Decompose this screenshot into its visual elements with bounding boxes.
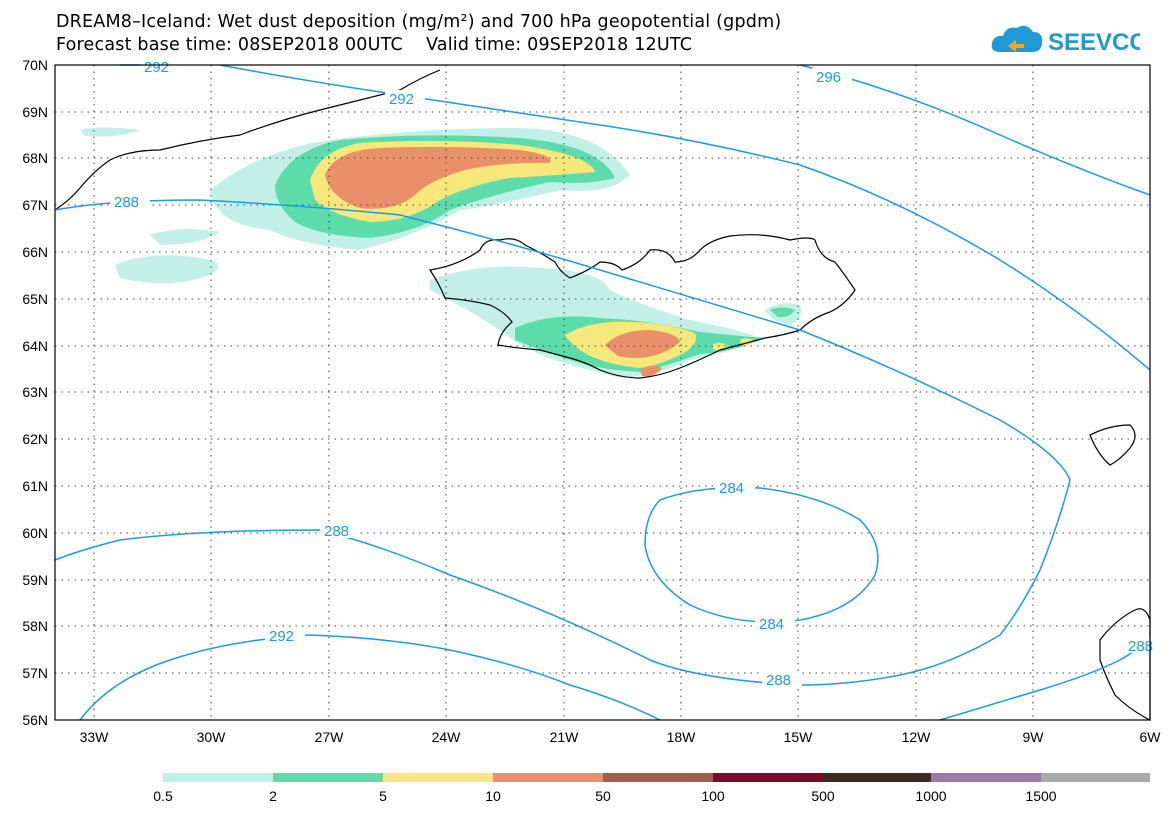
lon-label: 21W bbox=[550, 729, 580, 745]
lon-label: 15W bbox=[784, 729, 814, 745]
lat-label: 63N bbox=[22, 384, 48, 400]
lat-label: 59N bbox=[22, 572, 48, 588]
colorbar-label: 5 bbox=[379, 788, 387, 804]
contour-label: 288 bbox=[114, 194, 139, 211]
faroe-coast bbox=[1089, 424, 1136, 466]
longitude-labels: 33W 30W 27W 24W 21W 18W 15W 12W 9W 6W bbox=[80, 729, 1162, 745]
colorbar-swatch bbox=[273, 773, 383, 782]
contour-label: 296 bbox=[816, 69, 841, 86]
dust-area-0.5-west bbox=[115, 255, 218, 284]
contour-284 bbox=[644, 486, 879, 623]
dust-area-0.5-west2 bbox=[150, 229, 220, 245]
dust-area-0.5-small bbox=[80, 127, 140, 137]
lat-label: 64N bbox=[22, 338, 48, 354]
lon-label: 33W bbox=[80, 729, 110, 745]
colorbar-label: 1500 bbox=[1025, 788, 1056, 804]
lat-label: 67N bbox=[22, 197, 48, 213]
colorbar-label: 1000 bbox=[915, 788, 946, 804]
dust-area-10-iceland bbox=[605, 330, 680, 358]
map-subtitle: Forecast base time: 08SEP2018 00UTC Vali… bbox=[56, 35, 693, 55]
dust-area-10-iceland2 bbox=[640, 365, 662, 377]
colorbar-label: 100 bbox=[701, 788, 725, 804]
colorbar-label: 10 bbox=[485, 788, 501, 804]
colorbar-swatch bbox=[383, 773, 493, 782]
colorbar-swatches bbox=[163, 773, 1150, 782]
map-title: DREAM8–Iceland: Wet dust deposition (mg/… bbox=[56, 12, 782, 32]
contour-label: 284 bbox=[759, 616, 784, 633]
colorbar-swatch bbox=[931, 773, 1041, 782]
colorbar-swatch bbox=[1041, 773, 1150, 782]
logo-text: SEEVCCC bbox=[1048, 29, 1140, 56]
graticule bbox=[55, 65, 1150, 720]
colorbar-labels: 0.5 2 5 10 50 100 500 1000 1500 bbox=[153, 788, 1057, 804]
dust-area-10 bbox=[325, 146, 551, 209]
contour-label: 288 bbox=[766, 672, 791, 689]
lat-label: 60N bbox=[22, 525, 48, 541]
lat-label: 69N bbox=[22, 104, 48, 120]
lat-label: 68N bbox=[22, 150, 48, 166]
seevccc-logo: SEEVCCC bbox=[991, 25, 1140, 56]
cloud-icon bbox=[991, 25, 1043, 52]
colorbar-swatch bbox=[713, 773, 823, 782]
lon-label: 24W bbox=[432, 729, 462, 745]
contour-label: 288 bbox=[1128, 638, 1153, 655]
contour-296 bbox=[799, 64, 1151, 196]
colorbar-swatch bbox=[823, 773, 931, 782]
colorbar-label: 2 bbox=[269, 788, 277, 804]
lat-label: 70N bbox=[22, 57, 48, 73]
lon-label: 30W bbox=[197, 729, 227, 745]
colorbar-label: 50 bbox=[595, 788, 611, 804]
latitude-labels: 70N 69N 68N 67N 66N 65N 64N 63N 62N 61N … bbox=[22, 57, 48, 728]
contour-label: 292 bbox=[144, 59, 169, 76]
lat-label: 62N bbox=[22, 431, 48, 447]
lon-label: 9W bbox=[1023, 729, 1045, 745]
contour-292-south bbox=[79, 634, 661, 721]
colorbar-swatch bbox=[163, 773, 273, 782]
colorbar-label: 500 bbox=[811, 788, 835, 804]
iceland-coast bbox=[428, 234, 856, 379]
contour-label: 292 bbox=[389, 91, 414, 108]
contour-label: 284 bbox=[719, 480, 744, 497]
contour-labels: 292 292 296 288 288 284 284 292 288 288 bbox=[110, 58, 1153, 689]
colorbar-swatch bbox=[603, 773, 713, 782]
lat-label: 57N bbox=[22, 665, 48, 681]
contour-label: 288 bbox=[324, 523, 349, 540]
lat-label: 66N bbox=[22, 244, 48, 260]
lon-label: 6W bbox=[1140, 729, 1162, 745]
lon-label: 12W bbox=[902, 729, 932, 745]
lon-label: 18W bbox=[667, 729, 697, 745]
lon-label: 27W bbox=[315, 729, 345, 745]
colorbar-swatch bbox=[493, 773, 603, 782]
colorbar-label: 0.5 bbox=[153, 788, 173, 804]
contour-label: 292 bbox=[269, 628, 294, 645]
dust-area-2-east bbox=[770, 307, 795, 318]
map-frame bbox=[54, 64, 1151, 721]
lat-label: 61N bbox=[22, 478, 48, 494]
lat-label: 58N bbox=[22, 618, 48, 634]
lat-label: 56N bbox=[22, 712, 48, 728]
lat-label: 65N bbox=[22, 291, 48, 307]
contour-288-north bbox=[54, 199, 1071, 686]
